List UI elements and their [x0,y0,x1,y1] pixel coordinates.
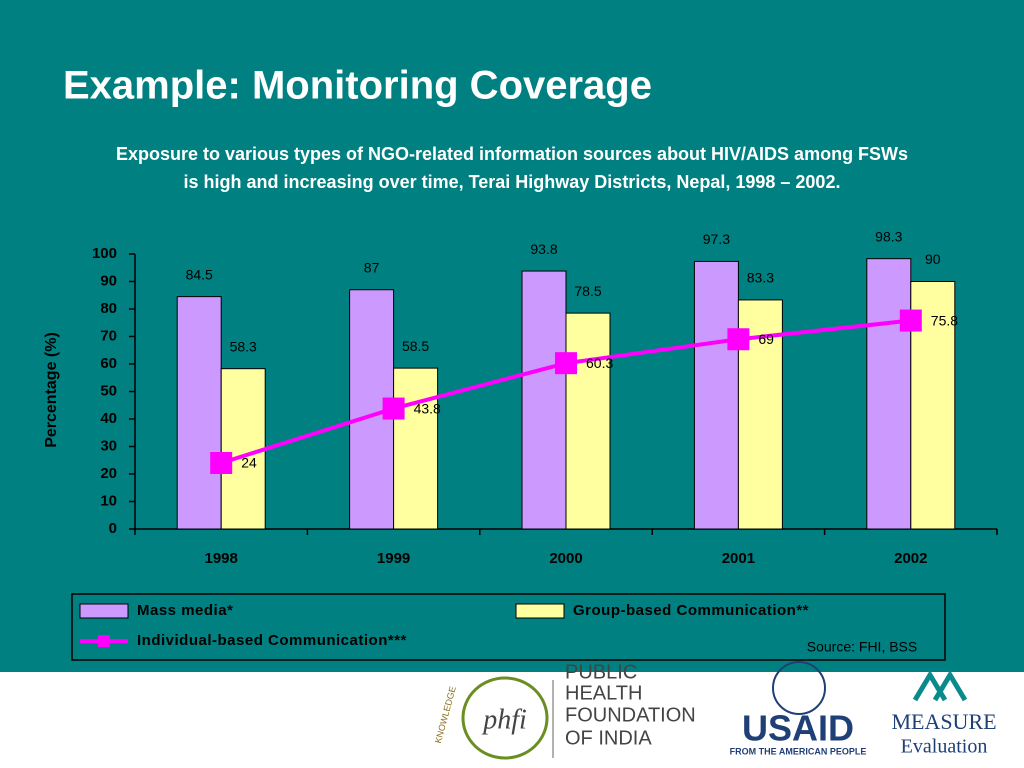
bar [693,260,739,530]
data-label: 75.8 [931,312,958,328]
y-tick-label: 100 [92,245,117,262]
logo-text: FROM THE AMERICAN PEOPLE [730,746,867,756]
logo-icon [912,670,968,702]
y-axis-label: Percentage (%) [43,332,60,448]
data-label: 24 [241,455,257,471]
logo-ring [461,676,549,760]
y-tick-label: 0 [109,520,117,537]
data-label: 58.3 [230,338,257,354]
line-marker [555,352,577,375]
x-tick-label: 2002 [894,550,927,567]
subtitle: Exposure to various types of NGO-related… [116,144,908,164]
legend-swatch [515,603,565,619]
legend-swatch [98,635,110,647]
logo-text: PUBLIC [565,661,637,683]
y-tick-label: 10 [100,492,117,509]
legend-label: Mass media* [137,602,233,619]
y-tick-label: 50 [100,382,117,399]
y-tick-label: 70 [100,327,117,344]
bar [393,367,439,530]
y-tick-label: 40 [100,410,117,427]
y-tick-label: 90 [100,272,117,289]
data-label: 84.5 [186,266,213,282]
data-label: 90 [925,251,941,267]
bar [521,270,567,530]
logo-text: HEALTH [565,682,642,704]
line-marker [382,397,405,420]
bar [176,296,222,530]
logo-text: Evaluation [901,736,988,758]
x-tick-label: 1998 [205,550,238,567]
logo-text: MEASURE [891,709,996,734]
y-tick-label: 60 [100,355,117,372]
y-tick-label: 80 [100,300,117,317]
legend-label: Group-based Communication** [573,602,809,619]
legend [71,593,946,661]
line-marker [210,452,233,474]
data-label: 43.8 [414,400,441,416]
data-label: 97.3 [703,231,730,247]
title: Example: Monitoring Coverage [63,64,652,108]
data-label: 93.8 [530,241,557,257]
data-label: 69 [758,331,774,347]
data-label: 58.5 [402,338,429,354]
subtitle: is high and increasing over time, Terai … [184,172,841,192]
data-label: 60.3 [586,355,613,371]
logo-seal [772,661,826,715]
legend-swatch [79,603,129,619]
legend-label: Individual-based Communication*** [137,632,407,649]
y-tick-label: 20 [100,465,117,482]
data-label: 78.5 [574,283,601,299]
bar [565,312,611,530]
data-label: 98.3 [875,228,902,244]
usaid-logo: USAID FROM THE AMERICAN PEOPLE [730,661,867,756]
bar [220,368,266,530]
x-tick-label: 2001 [722,550,755,567]
logo-text: USAID [742,708,854,749]
data-label: 87 [364,259,380,275]
background [0,0,1024,672]
data-label: 83.3 [747,270,774,286]
logo-text: phfi [481,704,527,735]
line-marker [899,309,922,332]
y-tick-label: 30 [100,437,117,454]
x-tick-label: 1999 [377,550,410,567]
source: Source: FHI, BSS [807,639,917,655]
measure-logo: MEASURE Evaluation [891,670,997,758]
x-tick-label: 2000 [549,550,582,567]
logo-text: FOUNDATION [565,704,696,726]
bar [866,258,912,530]
logo-text: OF INDIA [565,727,652,749]
footer [0,672,1024,768]
line-marker [727,328,750,351]
